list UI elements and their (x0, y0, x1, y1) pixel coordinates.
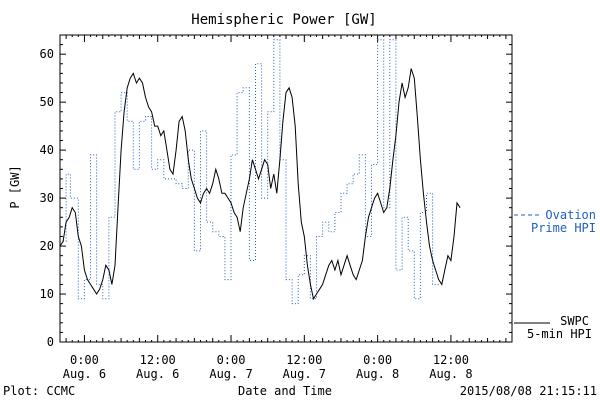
x-axis-label: Date and Time (238, 384, 332, 398)
x-tick-label-time: 12:00 (286, 353, 322, 367)
y-tick-label: 10 (40, 287, 54, 301)
x-tick-label-date: Aug. 6 (136, 367, 179, 381)
x-tick-label-time: 0:00 (70, 353, 99, 367)
x-tick-label-date: Aug. 7 (283, 367, 326, 381)
y-tick-label: 60 (40, 47, 54, 61)
legend-swpc-label-2: 5-min HPI (527, 327, 592, 341)
y-tick-label: 0 (47, 335, 54, 349)
legend-swpc-label-1: SWPC (560, 314, 589, 328)
legend-ovation-label-2: Prime HPI (531, 221, 596, 235)
plot-timestamp: 2015/08/08 21:15:11 (460, 384, 597, 398)
chart-title: Hemispheric Power [GW] (191, 12, 376, 28)
x-tick-label-time: 12:00 (140, 353, 176, 367)
swpc-hpi-line (59, 68, 461, 301)
x-tick-label-time: 12:00 (433, 353, 469, 367)
y-tick-label: 50 (40, 95, 54, 109)
x-tick-label-date: Aug. 8 (429, 367, 472, 381)
plot-frame (59, 34, 513, 343)
x-tick-label-date: Aug. 7 (209, 367, 252, 381)
series-group (59, 39, 461, 305)
y-tick-label: 40 (40, 143, 54, 157)
x-tick-label-time: 0:00 (363, 353, 392, 367)
x-tick-label-time: 0:00 (217, 353, 246, 367)
legend-ovation-label-1: Ovation (545, 208, 596, 222)
y-tick-label: 20 (40, 239, 54, 253)
x-tick-label-date: Aug. 8 (356, 367, 399, 381)
y-tick-label: 30 (40, 191, 54, 205)
y-axis-label: P [GW] (8, 165, 22, 208)
x-tick-label-date: Aug. 6 (63, 367, 106, 381)
y-axis: 0 10 20 30 40 50 60 (40, 34, 512, 349)
ovation-prime-hpi-line (60, 39, 439, 305)
plot-credit: Plot: CCMC (3, 384, 75, 398)
